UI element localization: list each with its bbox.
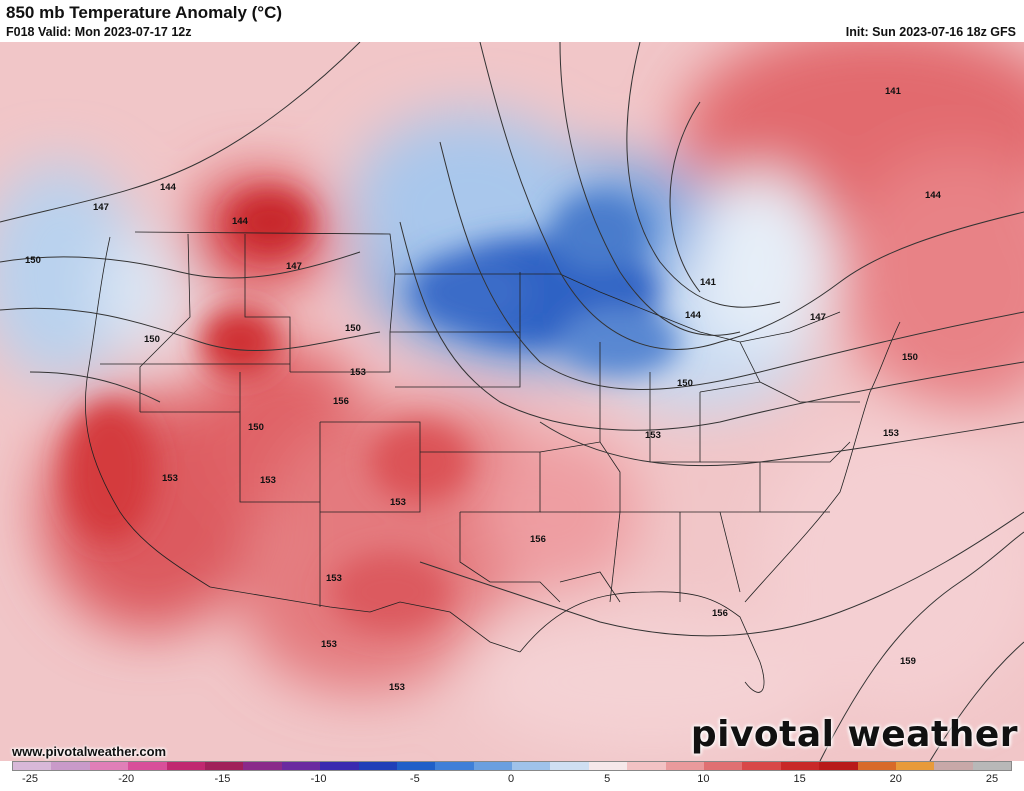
map-canvas: 141 141 144 144 144 144 147 147 147 150 … xyxy=(0,42,1024,761)
colorbar-cell xyxy=(742,762,781,770)
contour-labels: 141 141 144 144 144 144 147 147 147 150 … xyxy=(25,86,942,693)
contour-label: 144 xyxy=(925,190,942,201)
colorbar-cell xyxy=(128,762,167,770)
colorbar-cell xyxy=(627,762,666,770)
colorbar-cell xyxy=(704,762,743,770)
colorbar-tick-label: -15 xyxy=(214,773,231,785)
colorbar-tick-label: -5 xyxy=(409,773,420,785)
contour-label: 159 xyxy=(900,656,916,667)
colorbar-cell xyxy=(204,762,244,770)
site-url[interactable]: www.pivotalweather.com xyxy=(12,744,167,759)
contour-label: 147 xyxy=(286,261,302,272)
colorbar-tick-label: -20 xyxy=(118,773,135,785)
contour-label: 141 xyxy=(700,277,717,288)
contour-label: 156 xyxy=(712,608,728,619)
colorbar-tick-label: 10 xyxy=(697,773,710,785)
map-title: 850 mb Temperature Anomaly (°C) xyxy=(6,3,283,22)
contour-label: 156 xyxy=(530,534,546,545)
colorbar-ticks: -25 -20 -15 -10 -5 0 5 10 15 20 25 xyxy=(12,772,1012,790)
colorbar-tick-label: -10 xyxy=(310,773,327,785)
colorbar-cell xyxy=(972,762,1012,770)
colorbar-cell xyxy=(166,762,205,770)
contour-label: 153 xyxy=(883,428,899,439)
anomaly-cores xyxy=(65,192,680,632)
colorbar-cell xyxy=(895,762,935,770)
colorbar-cell xyxy=(819,762,858,770)
colorbar-tick-label: 5 xyxy=(604,773,611,785)
contour-label: 150 xyxy=(144,334,160,345)
colorbar-tick-label: -25 xyxy=(22,773,38,785)
colorbar-cell xyxy=(89,762,129,770)
colorbar-cell xyxy=(512,762,551,770)
weather-map[interactable]: 141 141 144 144 144 144 147 147 147 150 … xyxy=(0,42,1024,761)
height-contours xyxy=(0,42,1024,761)
contour-label: 144 xyxy=(685,310,702,321)
colorbar-cell xyxy=(857,762,896,770)
contour-label: 144 xyxy=(160,182,177,193)
colorbar-cell xyxy=(51,762,90,770)
colorbar-cell xyxy=(13,762,52,770)
colorbar-cell xyxy=(934,762,973,770)
colorbar: -25 -20 -15 -10 -5 0 5 10 15 20 25 xyxy=(12,761,1012,791)
contour-label: 147 xyxy=(93,202,109,213)
colorbar-cell xyxy=(665,762,705,770)
contour-label: 153 xyxy=(260,475,276,486)
contour-label: 150 xyxy=(902,352,918,363)
colorbar-cell xyxy=(320,762,359,770)
valid-time: F018 Valid: Mon 2023-07-17 12z xyxy=(6,25,192,39)
contour-label: 150 xyxy=(25,255,41,266)
contour-label: 147 xyxy=(810,312,826,323)
colorbar-cell xyxy=(243,762,282,770)
colorbar-tick-label: 0 xyxy=(507,773,515,785)
colorbar-cell xyxy=(435,762,474,770)
contour-label: 153 xyxy=(162,473,178,484)
colorbar-cell xyxy=(473,762,513,770)
contour-label: 150 xyxy=(345,323,361,334)
brand-logo: pivotal weather xyxy=(690,714,1018,755)
contour-label: 153 xyxy=(326,573,342,584)
contour-label: 153 xyxy=(350,367,366,378)
contour-label: 150 xyxy=(677,378,693,389)
contour-label: 153 xyxy=(389,682,405,693)
colorbar-tick-label: 25 xyxy=(985,773,999,785)
colorbar-cell xyxy=(281,762,321,770)
contour-label: 150 xyxy=(248,422,264,433)
init-time: Init: Sun 2023-07-16 18z GFS xyxy=(845,25,1016,39)
colorbar-cell xyxy=(780,762,820,770)
state-borders xyxy=(84,231,901,693)
colorbar-tick-label: 20 xyxy=(889,773,902,785)
colorbar-cell xyxy=(588,762,628,770)
colorbar-strip xyxy=(12,761,1012,771)
contour-label: 153 xyxy=(645,430,661,441)
colorbar-cell xyxy=(396,762,436,770)
colorbar-cell xyxy=(358,762,397,770)
contour-label: 153 xyxy=(321,639,337,650)
contour-label: 153 xyxy=(390,497,406,508)
colorbar-tick-label: 15 xyxy=(793,773,806,785)
contour-label: 144 xyxy=(232,216,249,227)
contour-label: 141 xyxy=(885,86,902,97)
colorbar-cell xyxy=(550,762,589,770)
contour-label: 156 xyxy=(333,396,349,407)
header: 850 mb Temperature Anomaly (°C) F018 Val… xyxy=(0,0,1024,42)
